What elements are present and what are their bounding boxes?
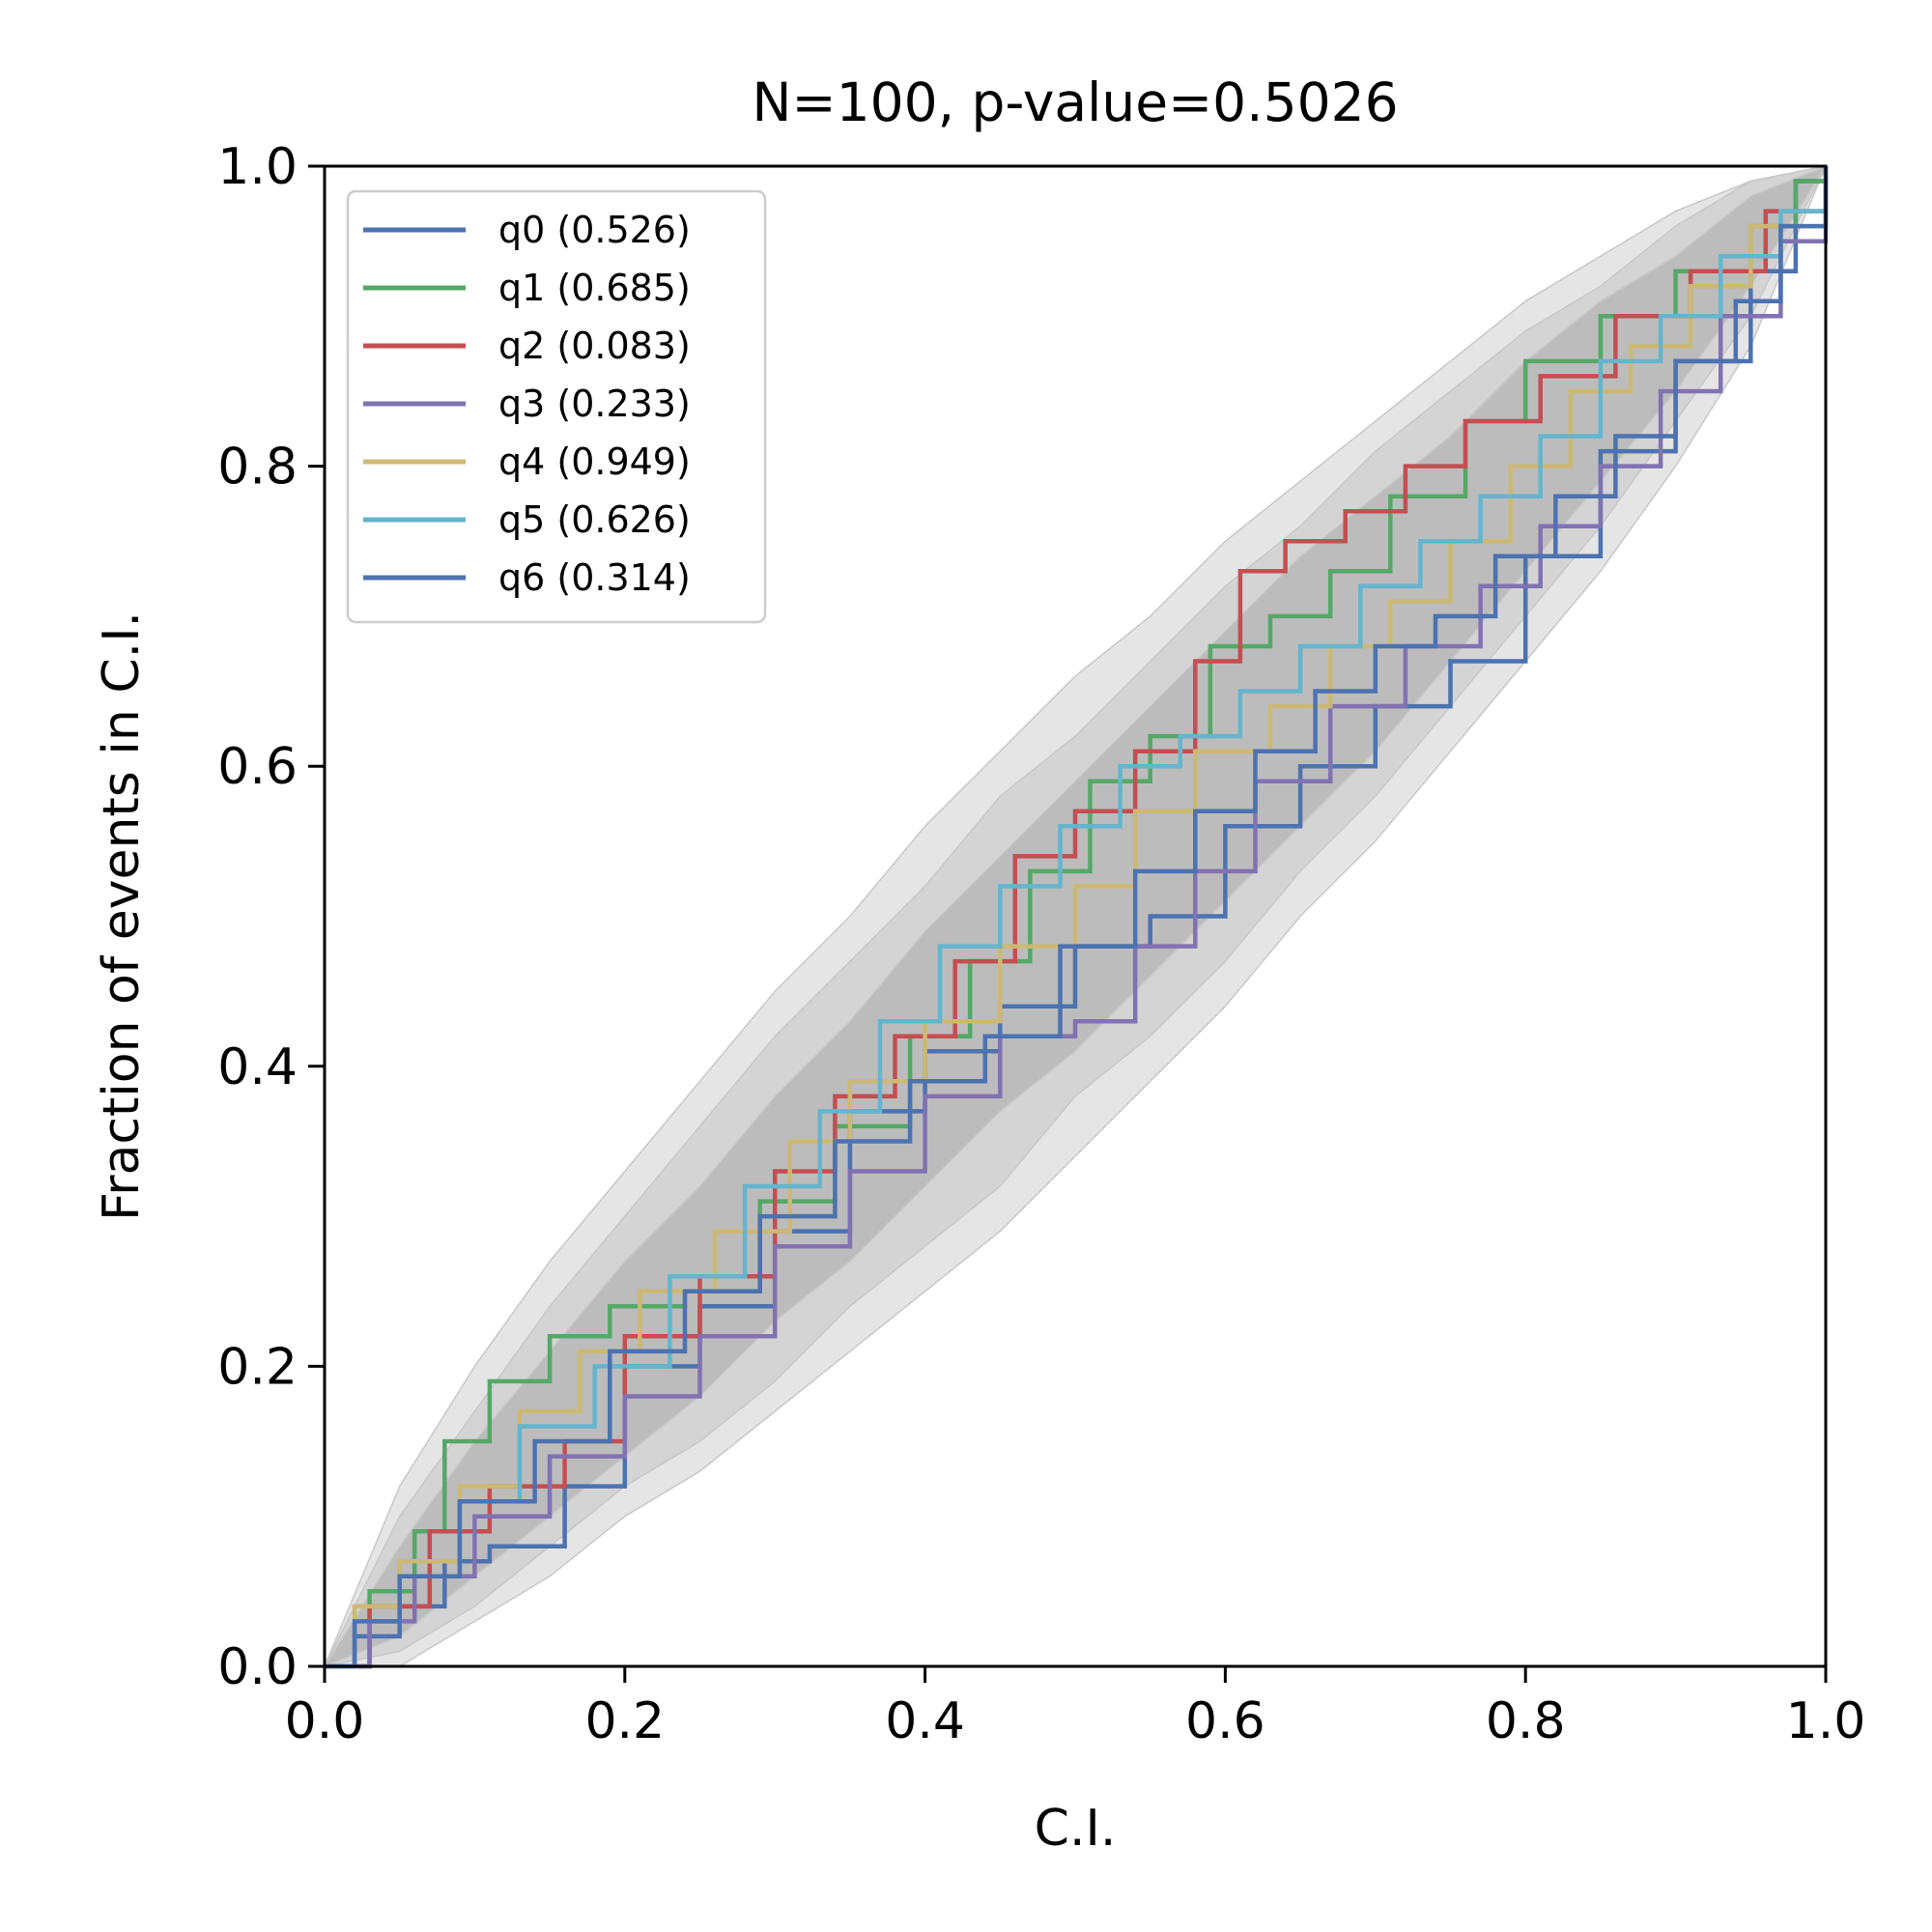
y-tick-label: 0.4 <box>217 1038 298 1096</box>
series-line-q1 <box>325 166 1829 1669</box>
legend-label-q6: q6 (0.314) <box>498 556 691 599</box>
legend: q0 (0.526) q1 (0.685) q2 (0.083) q3 (0.233)… <box>346 189 767 624</box>
x-axis-label: C.I. <box>1035 1800 1117 1858</box>
series-line-q5 <box>325 166 1829 1669</box>
series-line-q4 <box>325 166 1829 1669</box>
series-line-q0 <box>325 166 1829 1669</box>
legend-label-q4: q4 (0.949) <box>498 440 691 483</box>
y-tick-label: 1.0 <box>217 138 298 196</box>
series-line-q6 <box>325 166 1829 1669</box>
y-axis-label: Fraction of events in C.I. <box>93 611 151 1221</box>
x-tick-label: 1.0 <box>1786 1692 1866 1750</box>
x-tick-label: 0.2 <box>584 1692 665 1750</box>
y-tick-label: 0.0 <box>217 1638 298 1696</box>
legend-label-q2: q2 (0.083) <box>498 325 691 367</box>
legend-label-q0: q0 (0.526) <box>498 209 691 251</box>
plot-frame <box>323 164 1828 1668</box>
y-tick-label: 0.8 <box>217 439 298 497</box>
y-tick-label: 0.6 <box>217 738 298 796</box>
y-tick-label: 0.2 <box>217 1338 298 1396</box>
legend-label-q3: q3 (0.233) <box>498 383 691 425</box>
x-tick-label: 0.6 <box>1185 1692 1265 1750</box>
legend-label-q1: q1 (0.685) <box>498 267 691 309</box>
x-tick-label: 0.0 <box>285 1692 365 1750</box>
x-tick-label: 0.8 <box>1486 1692 1566 1750</box>
series-lines <box>325 166 1829 1669</box>
x-axis-ticks: 0.0 0.2 0.4 0.6 0.8 1.0 <box>285 1666 1866 1750</box>
legend-box <box>346 189 767 624</box>
series-line-q3 <box>325 166 1829 1669</box>
chart-title: N=100, p-value=0.5026 <box>752 71 1398 133</box>
legend-label-q5: q5 (0.626) <box>498 498 691 541</box>
y-axis-ticks: 0.0 0.2 0.4 0.6 0.8 1.0 <box>217 138 325 1696</box>
x-tick-label: 0.4 <box>885 1692 965 1750</box>
